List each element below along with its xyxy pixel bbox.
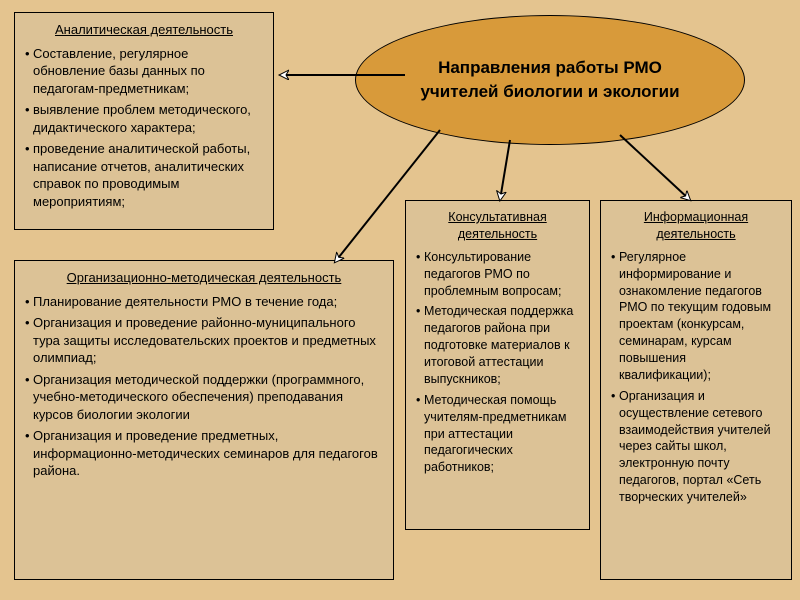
box-consult: Консультативная деятельность Консультиро… xyxy=(405,200,590,530)
list-item: Планирование деятельности РМО в течение … xyxy=(25,293,383,311)
list-item: Составление, регулярное обновление базы … xyxy=(25,45,263,98)
box-consult-title: Консультативная деятельность xyxy=(416,209,579,243)
box-consult-list: Консультирование педагогов РМО по пробле… xyxy=(416,249,579,476)
box-info-list: Регулярное информирование и ознакомление… xyxy=(611,249,781,506)
list-item: Организация и осуществление сетевого вза… xyxy=(611,388,781,506)
box-org-title: Организационно-методическая деятельность xyxy=(25,269,383,287)
list-item: Регулярное информирование и ознакомление… xyxy=(611,249,781,384)
list-item: Организация и проведение предметных, инф… xyxy=(25,427,383,480)
box-org: Организационно-методическая деятельность… xyxy=(14,260,394,580)
list-item: проведение аналитической работы, написан… xyxy=(25,140,263,210)
box-info: Информационная деятельность Регулярное и… xyxy=(600,200,792,580)
ellipse-title-line2: учителей биологии и экологии xyxy=(420,80,679,104)
ellipse-title-line1: Направления работы РМО xyxy=(420,56,679,80)
box-analytic-title: Аналитическая деятельность xyxy=(25,21,263,39)
box-analytic: Аналитическая деятельность Составление, … xyxy=(14,12,274,230)
list-item: Организация и проведение районно-муницип… xyxy=(25,314,383,367)
box-info-title: Информационная деятельность xyxy=(611,209,781,243)
central-ellipse: Направления работы РМО учителей биологии… xyxy=(355,15,745,145)
list-item: Консультирование педагогов РМО по пробле… xyxy=(416,249,579,300)
box-org-list: Планирование деятельности РМО в течение … xyxy=(25,293,383,480)
list-item: Методическая помощь учителям-предметника… xyxy=(416,392,579,476)
list-item: Методическая поддержка педагогов района … xyxy=(416,303,579,387)
box-analytic-list: Составление, регулярное обновление базы … xyxy=(25,45,263,211)
list-item: выявление проблем методического, дидакти… xyxy=(25,101,263,136)
list-item: Организация методической поддержки (прог… xyxy=(25,371,383,424)
